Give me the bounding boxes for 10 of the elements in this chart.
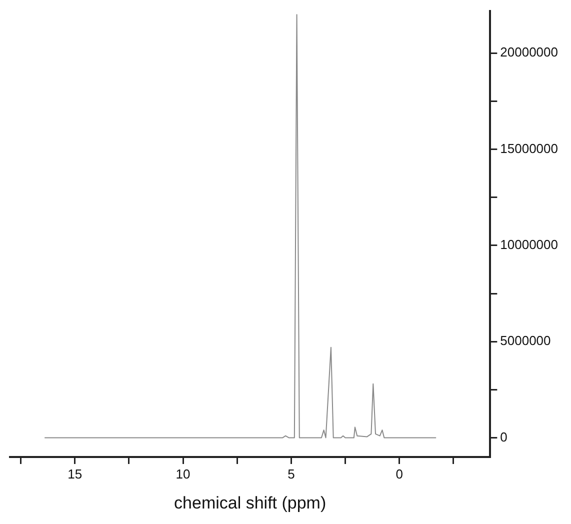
x-tick-label: 10 — [176, 466, 190, 482]
y-tick-label: 15000000 — [500, 140, 558, 156]
x-tick-label: 5 — [288, 466, 295, 482]
y-tick-label: 10000000 — [500, 237, 558, 252]
x-axis-title: chemical shift (ppm) — [174, 493, 326, 512]
x-tick-label: 15 — [68, 466, 82, 482]
y-tick-label: 5000000 — [500, 333, 551, 348]
y-tick-label: 20000000 — [500, 44, 558, 60]
x-tick-label: 0 — [396, 466, 403, 482]
y-tick-label: 0 — [500, 429, 508, 444]
